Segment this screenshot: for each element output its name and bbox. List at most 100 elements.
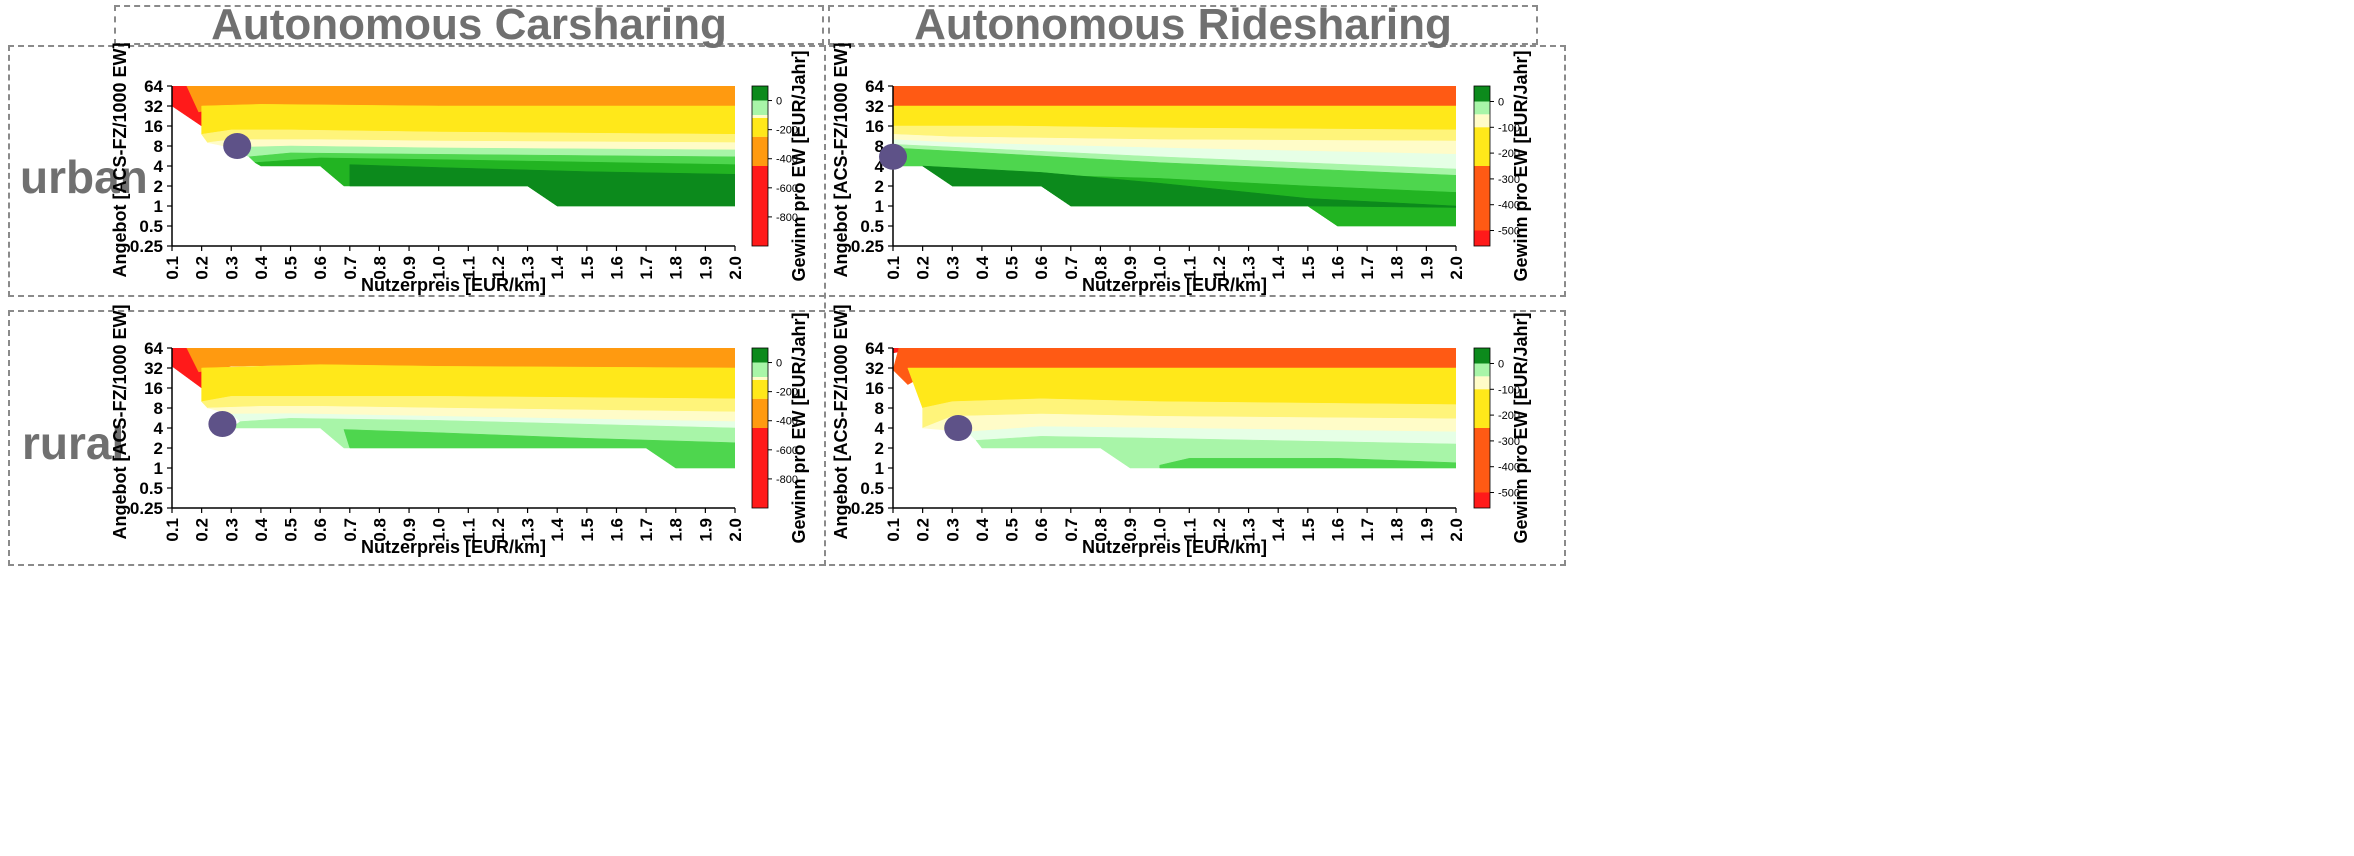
colorbar-segment-orange_red (1474, 166, 1490, 231)
x-tick-label: 0.7 (341, 518, 360, 542)
colorbar-tick-label: 0 (1498, 96, 1504, 108)
y-tick-label: 0.25 (851, 237, 884, 256)
x-tick-label: 1.1 (1180, 518, 1199, 542)
colorbar-tick-label: -600 (776, 445, 798, 457)
x-tick-label: 0.2 (193, 518, 212, 542)
y-tick-label: 64 (144, 77, 163, 96)
colorbar-segment-dark_green (1474, 86, 1490, 102)
y-tick-label: 32 (865, 97, 884, 116)
x-tick-label: 0.4 (973, 255, 992, 279)
row-label-rural: rural (22, 417, 125, 469)
colorbar-segment-red (752, 428, 768, 508)
x-tick-label: 1.0 (430, 518, 449, 542)
x-tick-label: 1.7 (1358, 256, 1377, 280)
x-tick-label: 1.0 (430, 256, 449, 280)
y-tick-label: 32 (865, 359, 884, 378)
colorbar-segment-red (1474, 230, 1490, 246)
x-tick-label: 0.5 (282, 518, 301, 542)
y-tick-label: 4 (875, 419, 885, 438)
x-tick-label: 1.6 (608, 256, 627, 280)
colorbar-segment-red (1474, 492, 1490, 508)
y-tick-label: 16 (865, 117, 884, 136)
x-tick-label: 1.1 (459, 518, 478, 542)
colorbar-tick-label: -200 (776, 387, 798, 399)
colorbar-tick-label: -100 (1498, 384, 1520, 396)
colorbar-segment-orange (752, 136, 768, 166)
x-axis-label: Nutzerpreis [EUR/km] (1082, 537, 1267, 557)
x-tick-label: 0.2 (193, 256, 212, 280)
colorbar-frame (751, 347, 769, 509)
x-tick-label: 2.0 (1447, 256, 1466, 280)
y-tick-label: 32 (144, 97, 163, 116)
colorbar-segment-light_green (752, 362, 768, 377)
x-tick-label: 1.9 (1417, 518, 1436, 542)
x-tick-label: 0.9 (400, 256, 419, 280)
panel-ridesharing-rural: 0.1 0.2 0.3 0.4 0.5 0.6 0.7 0.8 0.9 1.0 1.1 1.2 1.3 1… (831, 304, 1531, 557)
x-tick-label: 1.4 (548, 255, 567, 279)
contour-band-green (1159, 458, 1456, 469)
colorbar-tick-label: 0 (1498, 358, 1504, 370)
colorbar-segment-yellow (1474, 389, 1490, 428)
x-axis-label: Nutzerpreis [EUR/km] (361, 275, 546, 295)
row-frame-urban (8, 45, 1566, 297)
x-tick-label: 1.5 (578, 518, 597, 542)
x-tick-label: 0.1 (884, 256, 903, 280)
colorbar-segment-pale_yellow (752, 115, 768, 118)
x-tick-label: 0.1 (163, 256, 182, 280)
y-tick-label: 2 (875, 177, 884, 196)
colorbar-tick-label: -400 (776, 154, 798, 166)
y-tick-label: 0.5 (139, 479, 163, 498)
x-tick-label: 1.4 (1269, 255, 1288, 279)
y-tick-label: 0.25 (130, 237, 163, 256)
colorbar-tick-label: -800 (776, 474, 798, 486)
header-frame-left (114, 5, 824, 45)
colorbar-tick-label: -500 (1498, 226, 1520, 238)
x-tick-label: 0.6 (1032, 518, 1051, 542)
x-tick-label: 1.7 (1358, 518, 1377, 542)
x-tick-label: 1.1 (459, 256, 478, 280)
colorbar-segment-dark_green (752, 348, 768, 363)
colorbar-segment-orange (752, 398, 768, 428)
x-tick-label: 1.3 (519, 518, 538, 542)
colorbar-tick-label: -400 (776, 416, 798, 428)
x-tick-label: 0.8 (1091, 518, 1110, 542)
colorbar-frame (1473, 347, 1491, 509)
colorbar-segment-dark_green (752, 86, 768, 101)
colorbar-tick-label: -600 (776, 183, 798, 195)
x-tick-label: 0.3 (943, 256, 962, 280)
column-divider (824, 45, 828, 566)
x-tick-label: 0.9 (1121, 518, 1140, 542)
x-tick-label: 1.8 (667, 256, 686, 280)
y-tick-label: 8 (875, 399, 884, 418)
x-tick-label: 2.0 (726, 518, 745, 542)
x-tick-label: 1.4 (548, 517, 567, 541)
x-tick-label: 0.3 (222, 256, 241, 280)
x-tick-label: 1.0 (1151, 518, 1170, 542)
x-tick-label: 1.5 (1299, 518, 1318, 542)
x-tick-label: 1.5 (1299, 256, 1318, 280)
y-tick-label: 32 (144, 359, 163, 378)
colorbar-frame (751, 85, 769, 247)
column-title-ridesharing: Autonomous Ridesharing (914, 0, 1452, 49)
marker-point (879, 143, 907, 170)
colorbar-segment-orange_red (1474, 428, 1490, 493)
colorbar-segment-pale_yellow (1474, 376, 1490, 390)
colorbar-label: Gewinn pro EW [EUR/Jahr] (789, 50, 809, 281)
header-frame-right (828, 5, 1538, 45)
colorbar-tick-label: -200 (776, 125, 798, 137)
x-tick-label: 1.3 (1240, 256, 1259, 280)
x-tick-label: 1.2 (1210, 256, 1229, 280)
y-tick-label: 4 (875, 157, 885, 176)
colorbar-segment-light_green (1474, 101, 1490, 115)
x-tick-label: 0.9 (1121, 256, 1140, 280)
column-title-carsharing: Autonomous Carsharing (211, 0, 727, 49)
y-tick-label: 2 (154, 439, 163, 458)
colorbar-segment-yellow (1474, 127, 1490, 166)
colorbar-label: Gewinn pro EW [EUR/Jahr] (1511, 312, 1531, 543)
x-tick-label: 1.6 (1329, 518, 1348, 542)
x-tick-label: 0.3 (222, 518, 241, 542)
panel-carsharing-urban: 0.1 0.2 0.3 0.4 0.5 0.6 0.7 0.8 0.9 1.0 1.1 1.2 1.3 1… (110, 42, 809, 295)
y-tick-label: 0.25 (851, 499, 884, 518)
x-tick-label: 0.7 (1062, 518, 1081, 542)
colorbar-tick-label: 0 (776, 96, 782, 108)
